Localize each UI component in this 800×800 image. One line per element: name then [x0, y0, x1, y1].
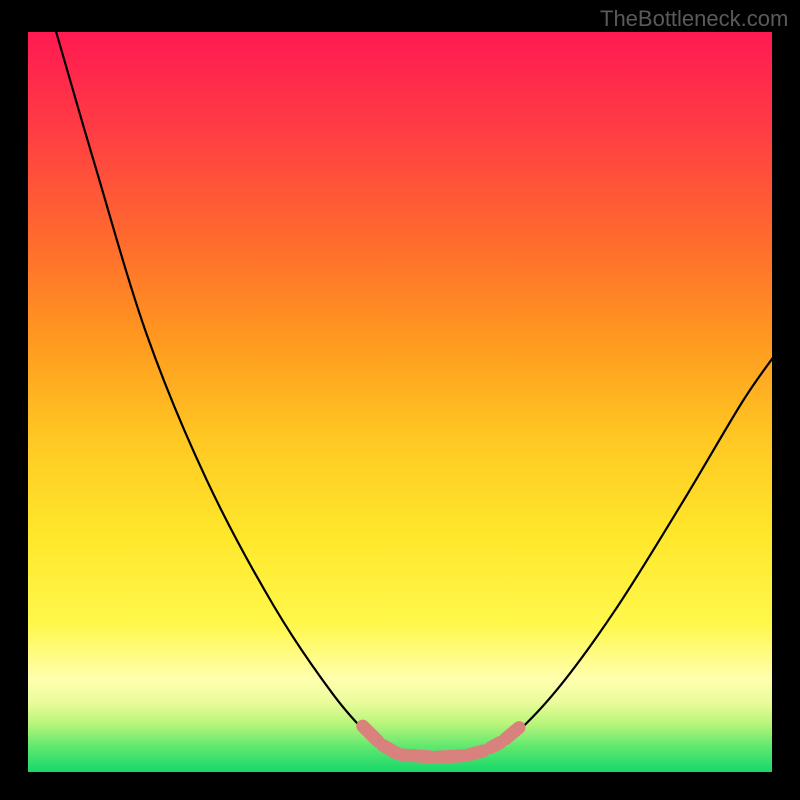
highlight-dash: [402, 755, 430, 757]
gradient-background: [28, 32, 772, 772]
bottleneck-chart: [0, 0, 800, 800]
highlight-dash: [436, 756, 464, 757]
highlight-dash: [469, 751, 483, 755]
highlight-dash: [383, 745, 396, 753]
attribution-text: TheBottleneck.com: [600, 6, 788, 32]
highlight-dash: [491, 742, 501, 747]
highlight-dash: [506, 728, 519, 739]
